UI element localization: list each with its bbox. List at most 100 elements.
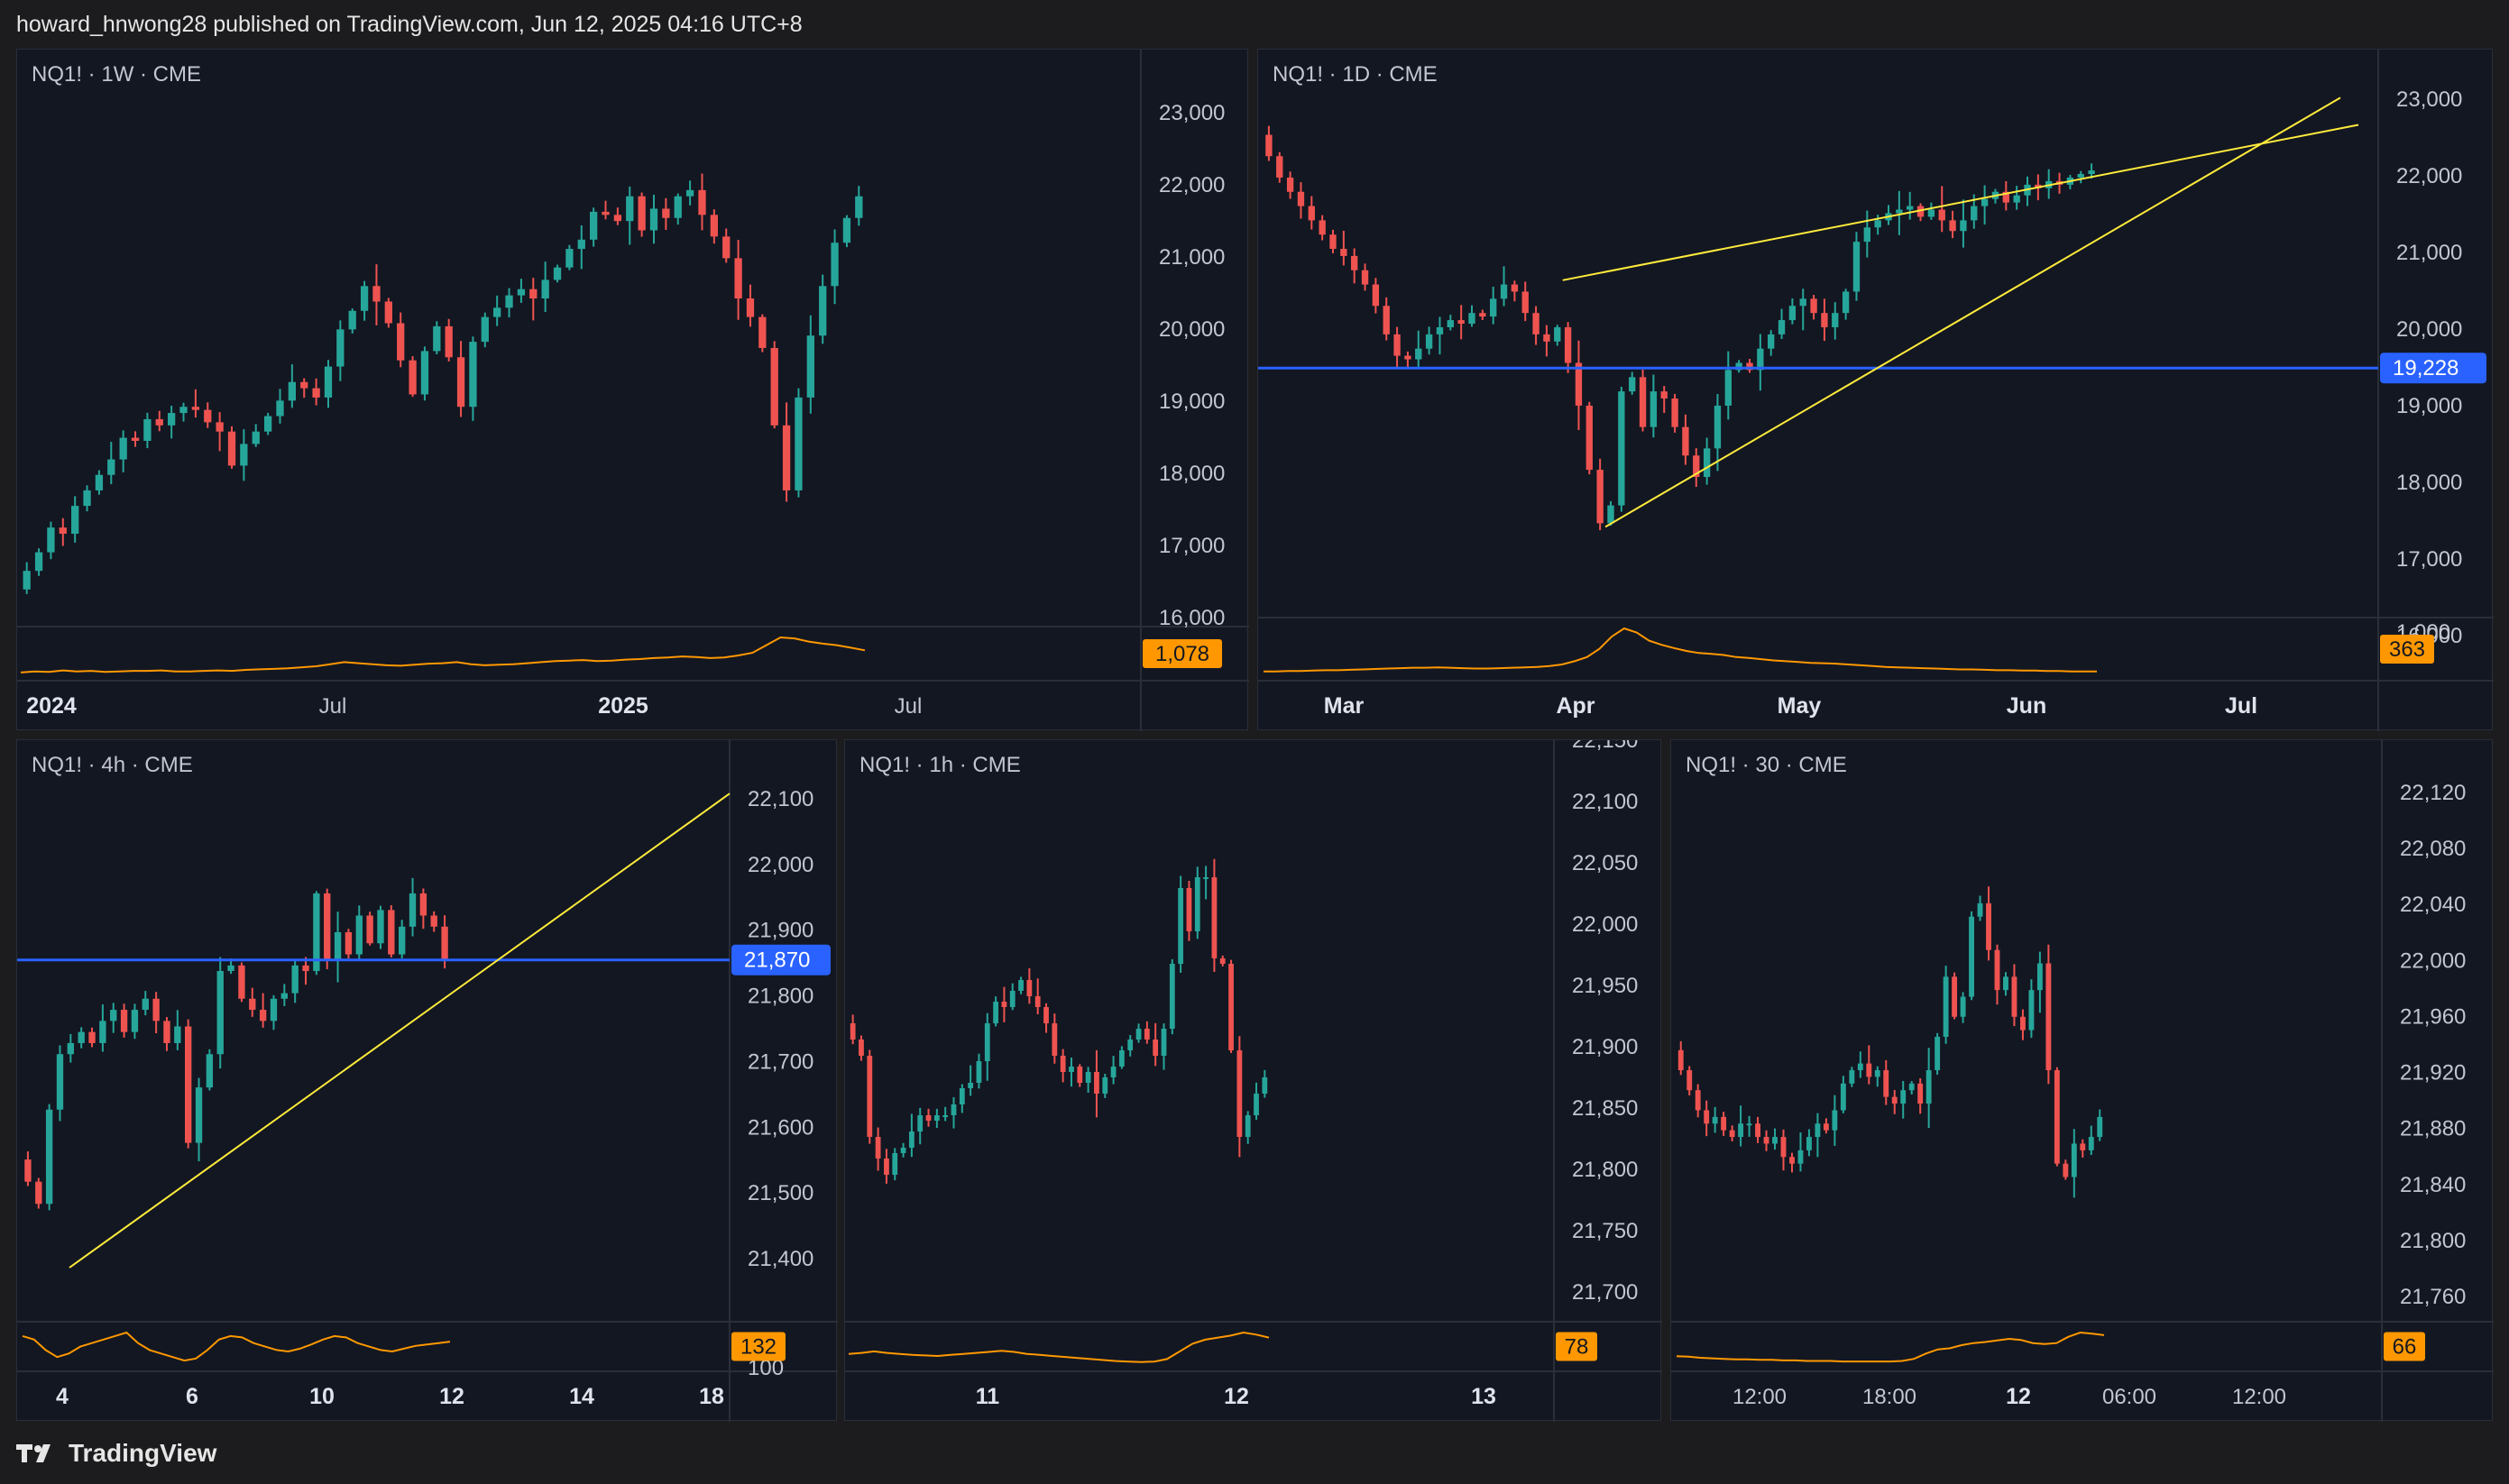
candle-body	[1340, 249, 1347, 256]
candle-body	[1127, 1040, 1134, 1050]
candle-body	[1018, 980, 1024, 991]
1h-candlestick-chart[interactable]: 22,150 22,100 22,050 22,000 21,950 21,900 21,8…	[845, 740, 1662, 1422]
candle-body	[312, 388, 320, 398]
price-tick-label: 21,700	[748, 1049, 813, 1074]
candle-body	[1810, 298, 1817, 314]
candle-body	[119, 437, 127, 460]
candle-body	[1891, 1096, 1898, 1104]
candle-body	[1404, 355, 1411, 360]
candle-body	[1842, 291, 1850, 314]
chart-panel-30m[interactable]: NQ1! · 30 · CME 22,120 22,080 22,040 22,000…	[1670, 739, 2494, 1422]
30m-candlestick-chart[interactable]: 22,120 22,080 22,040 22,000 21,960 21,920 21,8…	[1671, 740, 2494, 1422]
price-tick-label: 21,700	[1572, 1280, 1638, 1305]
candle-body	[1821, 313, 1828, 327]
candle-body	[1650, 391, 1658, 427]
candle-body	[1060, 1056, 1066, 1072]
publisher-text: howard_hnwong28 published on TradingView…	[16, 11, 803, 37]
candle-body	[859, 1040, 864, 1056]
candle-body	[565, 249, 574, 268]
price-tick-label: 21,750	[1572, 1219, 1638, 1243]
candle-body	[1907, 206, 1914, 210]
price-tick-label: 21,000	[1159, 245, 1225, 270]
candle-body	[1094, 1072, 1099, 1094]
price-tick-label: 17,000	[1159, 534, 1225, 558]
price-tick-label: 21,400	[748, 1247, 813, 1271]
candle-body	[517, 289, 526, 296]
candle-body	[1724, 370, 1732, 406]
candle-body	[1043, 1007, 1049, 1023]
candle-body	[1034, 996, 1041, 1007]
chart-panel-daily[interactable]: NQ1! · 1D · CME 23,000 22,000 21,000 20,000…	[1257, 49, 2494, 731]
candle-body	[1254, 1094, 1259, 1115]
candle-body	[1532, 313, 1539, 334]
candle-body	[179, 407, 188, 414]
candle-body	[1554, 326, 1561, 342]
candle-body	[185, 1026, 192, 1143]
candle-body	[529, 289, 538, 299]
candle-body	[1329, 234, 1337, 250]
time-tick-label: May	[1778, 693, 1822, 719]
candle-body	[2045, 963, 2052, 1071]
candle-body	[71, 506, 79, 534]
candle-body	[959, 1088, 965, 1104]
candle-body	[2028, 990, 2035, 1031]
candle-body	[1686, 1070, 1693, 1091]
candle-body	[78, 1031, 85, 1043]
candle-body	[1695, 1090, 1701, 1111]
candle-body	[1511, 284, 1519, 292]
candle-body	[1425, 334, 1433, 349]
candle-body	[399, 926, 406, 955]
candle-body	[1746, 1123, 1752, 1126]
price-tick-label: 21,960	[2400, 1004, 2466, 1029]
candle-body	[1840, 1083, 1846, 1111]
candle-body	[1178, 888, 1184, 964]
weekly-candlestick-chart[interactable]: 23,000 22,000 21,000 20,000 19,000 18,000 17,0…	[17, 50, 1249, 731]
price-tick-label: 23,000	[2396, 87, 2462, 112]
candle-body	[433, 325, 441, 352]
candle-body	[276, 400, 284, 417]
time-tick-label: 12:00	[2232, 1385, 2286, 1409]
4h-candlestick-chart[interactable]: 22,100 22,000 21,900 21,800 21,700 21,600 21,5…	[17, 740, 838, 1422]
oscillator-line	[20, 636, 866, 673]
candle-body	[1693, 455, 1700, 477]
candle-body	[1639, 377, 1647, 427]
oscillator-line	[22, 1331, 451, 1362]
candle-body	[1308, 206, 1315, 221]
time-tick-label: 12	[2006, 1384, 2031, 1409]
candle-body	[1500, 284, 1508, 299]
candle-body	[1102, 1077, 1108, 1094]
candle-body	[1780, 1137, 1787, 1158]
candle-body	[377, 910, 384, 944]
candle-body	[47, 527, 55, 553]
candle-body	[968, 1083, 974, 1088]
candle-body	[152, 998, 160, 1021]
candle-body	[1757, 348, 1764, 371]
candle-body	[1265, 134, 1273, 157]
time-tick-label: 12	[1224, 1384, 1249, 1409]
oscillator-value-label: 1,078	[1155, 642, 1209, 666]
candle-body	[445, 325, 453, 358]
chart-panel-1h[interactable]: NQ1! · 1h · CME 22,150 22,100 22,050 22,000…	[844, 739, 1662, 1422]
candle-body	[589, 211, 598, 240]
candle-body	[1607, 505, 1614, 524]
price-tick-label: 22,000	[2400, 948, 2466, 973]
candle-body	[1468, 313, 1475, 325]
candle-body	[34, 552, 43, 572]
footer-brand[interactable]: TradingView	[0, 1435, 216, 1471]
candle-body	[2003, 976, 2008, 991]
oscillator-value-badge	[2380, 635, 2434, 664]
candle-body	[1952, 976, 1958, 1017]
chart-panel-4h[interactable]: NQ1! · 4h · CME 22,100 22,000 21,900 21,800…	[16, 739, 838, 1422]
candle-body	[288, 381, 297, 401]
candle-body	[240, 444, 248, 466]
lower-trendline	[1604, 96, 2341, 528]
price-tick-label: 22,150	[1572, 740, 1638, 753]
time-tick-label: 6	[186, 1384, 198, 1409]
candle-body	[35, 1181, 42, 1205]
candle-body	[1755, 1123, 1760, 1138]
price-tick-label: 22,040	[2400, 893, 2466, 917]
candle-body	[388, 910, 395, 955]
chart-panel-weekly[interactable]: NQ1! · 1W · CME 23,000 22,000 21,000 20,000…	[16, 49, 1249, 731]
daily-candlestick-chart[interactable]: 23,000 22,000 21,000 20,000 19,000 18,000 17,0…	[1258, 50, 2494, 731]
candle-body	[324, 893, 331, 960]
